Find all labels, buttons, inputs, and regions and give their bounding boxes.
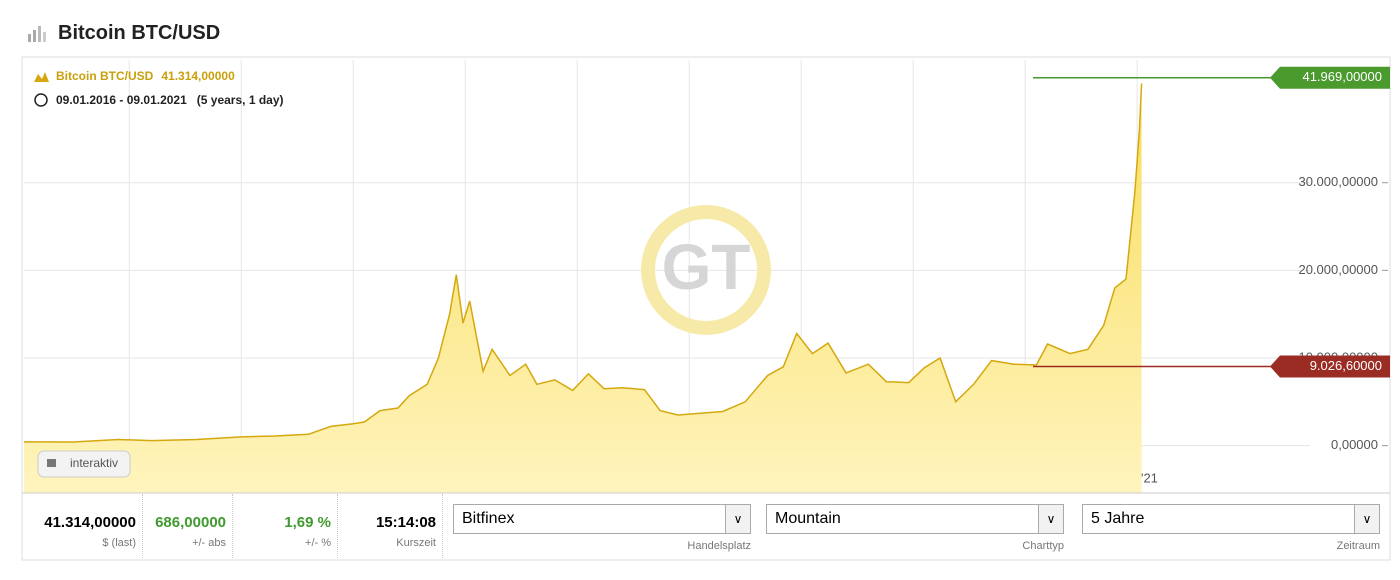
dropdown[interactable]: 5 Jahre ∨ [1082, 504, 1380, 534]
dropdown[interactable]: Mountain ∨ [766, 504, 1064, 534]
period-note: (5 years, 1 day) [197, 93, 284, 107]
clock-icon [34, 93, 48, 107]
dropdown-value: Mountain [775, 510, 841, 527]
page-title: Bitcoin BTC/USD [58, 22, 221, 44]
field-value: 686,00000 [155, 514, 226, 531]
dropdown-arrow[interactable]: ∨ [725, 505, 750, 533]
chart-icon [28, 26, 46, 42]
field: 1,69 % +/- % [232, 494, 338, 558]
y-tick-label: 0,00000 [1331, 437, 1378, 452]
field-label: $ (last) [102, 537, 136, 549]
dropdown-arrow[interactable]: ∨ [1354, 505, 1379, 533]
field-value: 1,69 % [284, 514, 331, 531]
legend-name: Bitcoin BTC/USD [56, 69, 154, 83]
field-value: 41.314,00000 [44, 514, 136, 531]
field: 41.314,00000 $ (last) [22, 494, 143, 558]
dropdown-value: 5 Jahre [1091, 510, 1145, 527]
field: 686,00000 +/- abs [142, 494, 233, 558]
period-range: 09.01.2016 - 09.01.2021 [56, 93, 187, 107]
level-label: 9.026,60000 [1310, 358, 1382, 373]
period: 09.01.2016 - 09.01.2021 (5 years, 1 day) [56, 93, 284, 107]
legend-value: 41.314,00000 [161, 69, 235, 83]
interactive-button[interactable] [37, 450, 131, 478]
legend: Bitcoin BTC/USD 41.314,00000 [56, 69, 235, 83]
level-tag [1270, 355, 1390, 378]
field-label: +/- abs [192, 537, 226, 549]
field-value: 15:14:08 [375, 514, 436, 531]
level-label: 41.969,00000 [1302, 69, 1382, 84]
field-label: Kurszeit [396, 537, 436, 549]
watermark: GT [662, 231, 751, 303]
dropdown[interactable]: Bitfinex ∨ [453, 504, 751, 534]
dropdown-arrow[interactable]: ∨ [1038, 505, 1063, 533]
field-label: +/- % [305, 537, 331, 549]
level-tag [1270, 66, 1390, 89]
price-line [23, 83, 1143, 443]
y-tick-label: 20.000,00000 [1298, 262, 1378, 277]
field: 15:14:08 Kurszeit [337, 494, 443, 558]
watermark-ring [641, 205, 771, 335]
chart-frame [21, 56, 1391, 561]
dropdown-label: Charttyp [1022, 540, 1064, 552]
interactive-label: interaktiv [70, 456, 118, 470]
lock-icon [47, 459, 56, 467]
area-fill [24, 83, 1142, 493]
legend-icon [34, 72, 49, 82]
dropdown-label: Zeitraum [1336, 540, 1380, 552]
dropdown-label: Handelsplatz [687, 540, 751, 552]
y-tick-label: 30.000,00000 [1298, 174, 1378, 189]
dropdown-value: Bitfinex [462, 510, 515, 527]
